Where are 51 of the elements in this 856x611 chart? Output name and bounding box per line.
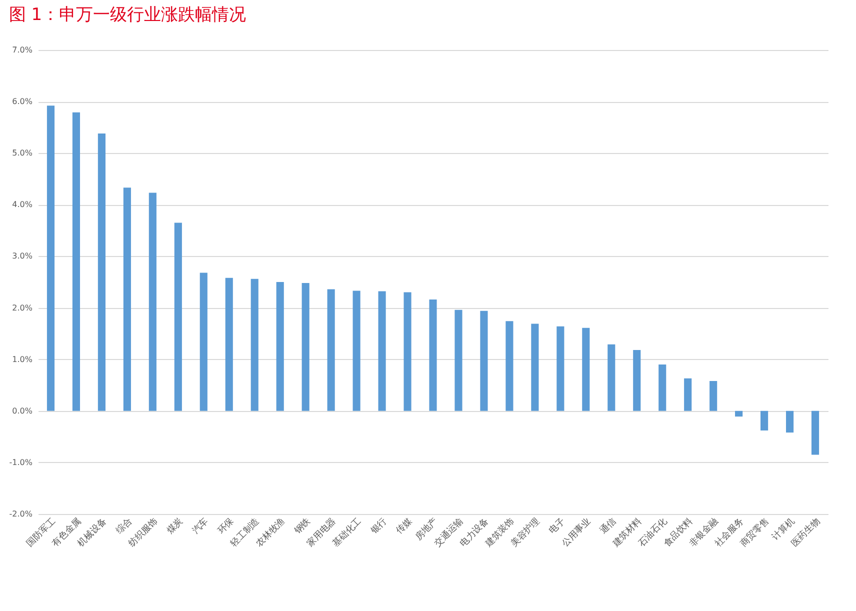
bar — [378, 291, 386, 411]
x-tick-label: 综合 — [114, 516, 134, 536]
bar — [811, 410, 820, 455]
bar — [327, 289, 335, 411]
bar — [760, 410, 768, 430]
bar — [684, 378, 692, 411]
bar — [46, 106, 55, 411]
x-tick-label: 汽车 — [190, 516, 211, 536]
y-tick-label: 2.0% — [12, 303, 33, 312]
bar — [225, 278, 233, 411]
y-tick-label: 0.0% — [12, 406, 33, 416]
bar — [454, 310, 462, 411]
x-tick-label: 电子 — [546, 516, 568, 536]
bar — [429, 300, 437, 411]
bar — [72, 112, 80, 411]
bar — [98, 134, 106, 411]
bar — [710, 380, 718, 411]
bar — [531, 324, 539, 411]
bar — [480, 310, 488, 411]
chart-title: 图 1：申万一级行业涨跌幅情况 — [8, 5, 246, 25]
bar — [735, 410, 743, 417]
bar — [786, 410, 794, 433]
bar — [582, 328, 590, 411]
bar — [633, 350, 641, 411]
y-tick-label: 7.0% — [12, 46, 33, 54]
bar — [123, 188, 131, 411]
y-tick-label: 1.0% — [12, 354, 33, 364]
bar — [174, 222, 182, 411]
x-tick-label: 煤炭 — [164, 516, 186, 536]
x-tick-label: 银行 — [368, 516, 390, 538]
y-tick-label: 5.0% — [12, 148, 33, 158]
bar — [658, 364, 666, 411]
bar — [352, 290, 360, 411]
x-tick-label: 通信 — [598, 516, 618, 536]
bar — [148, 192, 156, 411]
bar — [608, 344, 616, 411]
x-tick-label: 环保 — [216, 516, 236, 536]
y-tick-label: 3.0% — [12, 252, 33, 261]
bar — [556, 326, 564, 411]
y-tick-label: -1.0% — [9, 458, 33, 467]
bar — [302, 283, 310, 411]
bar — [250, 278, 258, 411]
bar — [506, 321, 514, 411]
bar — [276, 282, 284, 411]
y-tick-label: -2.0% — [9, 510, 33, 518]
x-tick-label: 传媒 — [394, 516, 415, 536]
y-tick-label: 6.0% — [12, 97, 33, 106]
x-tick-label: 钢铁 — [291, 516, 313, 538]
y-tick-label: 4.0% — [12, 200, 33, 210]
bar — [404, 292, 412, 411]
bar — [200, 272, 208, 411]
